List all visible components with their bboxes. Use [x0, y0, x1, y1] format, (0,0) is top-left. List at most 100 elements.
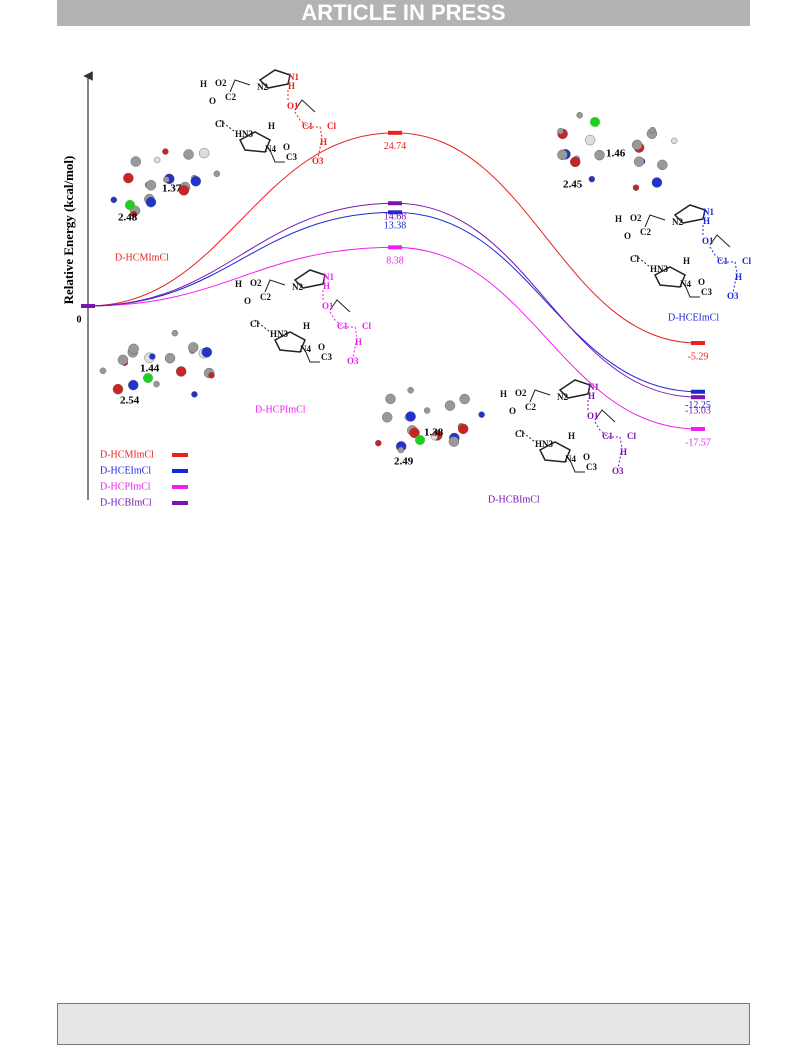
atom: [405, 411, 416, 422]
atom-label: H: [588, 391, 595, 401]
y-axis-label: Relative Energy (kcal/mol): [61, 156, 76, 305]
energy-curve: [87, 132, 699, 344]
state-level: [388, 130, 402, 135]
atom-label: O2: [630, 213, 642, 223]
atom-label: HN3: [270, 329, 289, 339]
atom-label: HN3: [535, 439, 554, 449]
bond: [709, 234, 731, 248]
atom-label: N1: [323, 272, 334, 282]
state-level: [691, 426, 705, 431]
atom: [594, 149, 605, 161]
structure-label: D-HCPImCl: [255, 404, 306, 415]
atom: [191, 391, 198, 398]
atom: [145, 196, 157, 208]
state-level: [388, 245, 402, 250]
atom-label: O3: [727, 291, 739, 301]
hbond: [709, 246, 738, 294]
atom: [128, 343, 139, 355]
atom-label: H: [568, 431, 575, 441]
atom-label: O: [244, 296, 251, 306]
atom: [576, 112, 583, 119]
ring: [258, 69, 291, 89]
atom-label: C2: [260, 292, 271, 302]
atom: [178, 185, 190, 196]
bond: [329, 299, 351, 313]
atom-label: H: [320, 137, 327, 147]
atom: [213, 170, 221, 177]
atom-label: H: [615, 214, 622, 224]
state-level: [691, 395, 705, 400]
atom-label: H: [620, 447, 627, 457]
atom-label: C1: [337, 321, 348, 331]
atom-label: C1: [302, 121, 313, 131]
atom-label: N4: [300, 344, 311, 354]
atom-label: H: [355, 337, 362, 347]
bond: [644, 214, 666, 228]
atom-label: O1: [702, 236, 714, 246]
value-label: -5.29: [688, 351, 709, 362]
chloride: [415, 435, 425, 445]
atom-label: H: [683, 256, 690, 266]
atom: [164, 352, 176, 364]
value-label: -12.25: [685, 400, 711, 411]
distance-label: 2.48: [118, 212, 138, 224]
bond: [229, 79, 251, 93]
state-level: [691, 389, 705, 394]
legend-label: D-HCBImCl: [100, 497, 152, 508]
atom: [448, 436, 460, 447]
atom-label: Cl: [627, 431, 636, 441]
atom-label: O: [509, 406, 516, 416]
atom: [162, 148, 169, 155]
atom-label: O2: [515, 388, 527, 398]
atom: [171, 329, 179, 337]
atom-label: Cl: [362, 321, 371, 331]
value-label: 13.38: [384, 221, 407, 232]
hbond: [219, 119, 236, 133]
atom-label: C1: [602, 431, 613, 441]
atom: [584, 134, 596, 146]
bond: [569, 459, 585, 473]
chloride: [125, 200, 135, 210]
distance-label: 2.54: [120, 395, 140, 407]
atom: [149, 353, 156, 360]
atom: [588, 175, 596, 183]
legend-label: D-HCPImCl: [100, 481, 151, 492]
energy-curve: [87, 211, 699, 393]
atom: [657, 159, 668, 171]
atom-label: C2: [640, 227, 651, 237]
atom-label: N4: [680, 279, 691, 289]
bond: [529, 389, 551, 403]
atom: [444, 400, 456, 411]
hbond: [594, 421, 623, 469]
atom-label: O3: [312, 156, 324, 166]
atom: [128, 379, 139, 391]
atom: [183, 149, 194, 160]
bond: [264, 279, 286, 293]
atom-label: C1: [717, 256, 728, 266]
atom: [175, 366, 187, 377]
bond: [304, 349, 320, 363]
atom-label: O: [318, 342, 325, 352]
atom-label: O: [698, 277, 705, 287]
legend-swatch: [172, 501, 188, 505]
atom: [649, 126, 656, 134]
atom-label: O1: [587, 411, 599, 421]
atom: [457, 423, 469, 435]
atom-label: O3: [612, 466, 624, 476]
distance-label: 1.38: [424, 427, 444, 439]
atom-label: O2: [215, 78, 227, 88]
atom-label: HN3: [650, 264, 669, 274]
atom-label: N2: [257, 82, 268, 92]
atom: [198, 147, 210, 159]
atom-label: O1: [322, 301, 334, 311]
distance-label: 2.49: [394, 456, 414, 468]
legend-swatch: [172, 485, 188, 489]
atom: [385, 393, 396, 405]
distance-label: 1.44: [140, 363, 160, 375]
value-label: -13.03: [685, 406, 711, 417]
atom-label: N4: [265, 144, 276, 154]
atom-label: N1: [588, 382, 599, 392]
structure-label: D-HCEImCl: [668, 312, 719, 323]
atom: [651, 177, 663, 188]
atom-label: N4: [565, 454, 576, 464]
